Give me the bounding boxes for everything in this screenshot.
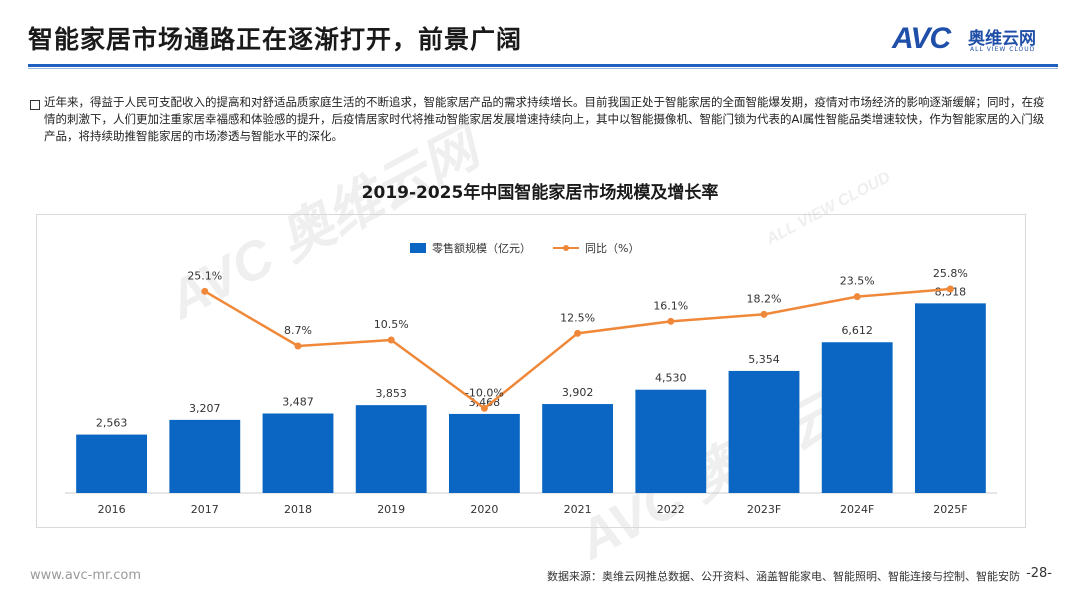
x-tick-label: 2017	[191, 503, 219, 516]
chart-title: 2019-2025年中国智能家居市场规模及增长率	[361, 183, 719, 203]
intro-paragraph: 近年来，得益于人民可支配收入的提高和对舒适品质家庭生活的不断追求，智能家居产品的…	[44, 95, 1045, 143]
legend-item-bar: 零售额规模（亿元）	[410, 240, 531, 256]
bar-value-label: 2,563	[96, 417, 128, 430]
data-source-note: 数据来源：奥维云网推总数据、公开资料、涵盖智能家电、智能照明、智能连接与控制、智…	[547, 570, 1020, 583]
bar	[914, 303, 986, 493]
growth-value-label: 8.7%	[284, 324, 312, 337]
bar-value-label: 3,487	[282, 395, 314, 408]
x-tick-label: 2019	[377, 503, 405, 516]
chart-legend: 零售额规模（亿元） 同比（%）	[410, 240, 639, 256]
logo-chinese-name: 奥维云网	[968, 29, 1036, 49]
bar-value-label: 5,354	[748, 353, 780, 366]
logo-mark: AVC	[892, 22, 951, 55]
x-tick-label: 2021	[564, 503, 592, 516]
bar-value-label: 4,530	[655, 372, 687, 385]
x-tick-label: 2020	[470, 503, 498, 516]
bullet-square-icon	[30, 100, 40, 110]
growth-value-label: 25.8%	[933, 267, 968, 280]
bar-value-label: 3,207	[189, 402, 221, 415]
growth-point	[201, 287, 209, 295]
bar	[169, 419, 241, 493]
legend-bar-label: 零售额规模（亿元）	[432, 242, 531, 255]
growth-value-label: 16.1%	[653, 299, 688, 312]
growth-value-label: 18.2%	[747, 292, 782, 305]
growth-value-label: -10.0%	[465, 386, 504, 399]
bar	[728, 370, 800, 493]
bar-value-label: 3,468	[469, 396, 501, 409]
legend-item-line: 同比（%）	[553, 240, 639, 256]
bar	[448, 413, 520, 493]
legend-bar-swatch	[410, 243, 426, 253]
x-tick-label: 2025F	[933, 503, 967, 516]
x-tick-label: 2022	[657, 503, 685, 516]
x-tick-label: 2016	[98, 503, 126, 516]
bar	[262, 413, 334, 493]
brand-logo: AVC 奥维云网 ALL VIEW CLOUD	[892, 22, 1062, 58]
bar	[76, 434, 148, 493]
page-title: 智能家居市场通路正在逐渐打开，前景广阔	[28, 25, 523, 54]
bar-value-label: 3,902	[562, 386, 594, 399]
growth-value-label: 12.5%	[560, 311, 595, 324]
bar	[355, 405, 427, 493]
bar	[821, 342, 893, 493]
bar-value-label: 6,612	[841, 324, 873, 337]
growth-point	[387, 336, 395, 344]
growth-point	[946, 285, 954, 293]
growth-point	[853, 293, 861, 301]
x-tick-label: 2018	[284, 503, 312, 516]
chart-frame: 2,563 2016 3,207 2017 3,487 2018 3,853 2019 3,46…	[36, 214, 1026, 528]
legend-line-label: 同比（%）	[585, 242, 640, 255]
bar	[635, 389, 707, 493]
growth-point	[294, 342, 302, 350]
x-tick-label: 2023F	[747, 503, 781, 516]
chart-canvas: 2,563 2016 3,207 2017 3,487 2018 3,853 2019 3,46…	[65, 267, 997, 516]
legend-line-swatch	[553, 243, 579, 253]
growth-point	[574, 329, 582, 337]
bar-value-label: 3,853	[375, 387, 407, 400]
bar	[542, 404, 614, 493]
growth-value-label: 23.5%	[840, 275, 875, 288]
footer-url: www.avc-mr.com	[30, 568, 142, 583]
logo-english-name: ALL VIEW CLOUD	[970, 46, 1036, 53]
x-tick-label: 2024F	[840, 503, 874, 516]
growth-point	[760, 310, 768, 318]
header-divider-thin	[28, 68, 1058, 69]
growth-value-label: 25.1%	[187, 269, 222, 282]
header-divider	[28, 64, 1058, 67]
growth-point	[480, 404, 488, 412]
page-number: -28-	[1026, 566, 1052, 581]
growth-point	[667, 317, 675, 325]
growth-value-label: 10.5%	[374, 318, 409, 331]
